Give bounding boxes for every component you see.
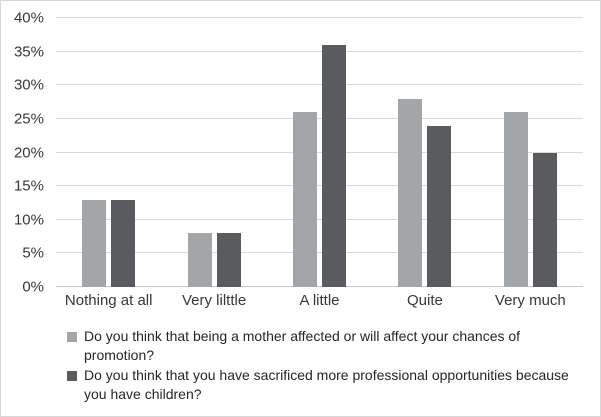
legend-marker xyxy=(67,371,77,381)
y-axis-tick-label: 15% xyxy=(13,177,44,195)
bar-group xyxy=(372,18,477,287)
category-label: Very lilttle xyxy=(182,292,247,309)
category-label: Quite xyxy=(406,292,443,309)
bar xyxy=(427,125,452,287)
legend-label: Do you think that being a mother affecte… xyxy=(84,328,521,363)
plot-area xyxy=(56,17,583,287)
gridline xyxy=(56,218,583,220)
bar-groups xyxy=(56,18,583,287)
bar xyxy=(111,199,136,287)
y-axis-tick-label: 20% xyxy=(13,144,44,161)
category-label: Very much xyxy=(494,292,566,309)
x-axis-line xyxy=(56,286,583,287)
bar xyxy=(293,112,318,287)
gridline xyxy=(56,117,583,119)
legend-label: Do you think that you have sacrificed mo… xyxy=(84,367,569,402)
legend-marker xyxy=(67,332,77,342)
legend-item: Do you think that you have sacrificed mo… xyxy=(67,366,581,404)
x-axis-category-labels: Nothing at all Very lilttle A little Quite V… xyxy=(56,292,583,309)
gridline xyxy=(56,17,583,18)
gridline xyxy=(56,50,583,52)
bar xyxy=(187,233,212,287)
bar xyxy=(322,44,347,287)
bar xyxy=(398,98,423,287)
y-axis: 0% 5% 10% 15% 20% 25% 30% 35% 40% xyxy=(1,10,50,296)
category-label: A little xyxy=(299,292,340,309)
y-axis-tick-label: 35% xyxy=(13,43,44,61)
bar xyxy=(532,152,557,287)
y-axis-tick-label: 10% xyxy=(13,211,44,229)
legend: Do you think that being a mother affecte… xyxy=(67,327,581,405)
gridline xyxy=(56,84,583,86)
bar-group xyxy=(56,18,161,287)
legend-item: Do you think that being a mother affecte… xyxy=(67,327,581,365)
bar-group xyxy=(478,18,583,287)
y-axis-tick-label: 5% xyxy=(22,244,44,262)
gridline xyxy=(56,252,583,254)
y-axis-tick-label: 0% xyxy=(22,278,44,296)
bar xyxy=(216,233,241,287)
bar xyxy=(503,112,528,287)
bar-group xyxy=(267,18,372,287)
bar-group xyxy=(161,18,266,287)
y-axis-tick-label: 30% xyxy=(13,76,44,94)
gridline xyxy=(56,185,583,187)
y-axis-tick-label: 25% xyxy=(13,110,44,128)
bar xyxy=(82,199,107,287)
gridline xyxy=(56,151,583,153)
y-axis-tick-label: 40% xyxy=(13,9,44,27)
category-label: Nothing at all xyxy=(64,292,153,309)
